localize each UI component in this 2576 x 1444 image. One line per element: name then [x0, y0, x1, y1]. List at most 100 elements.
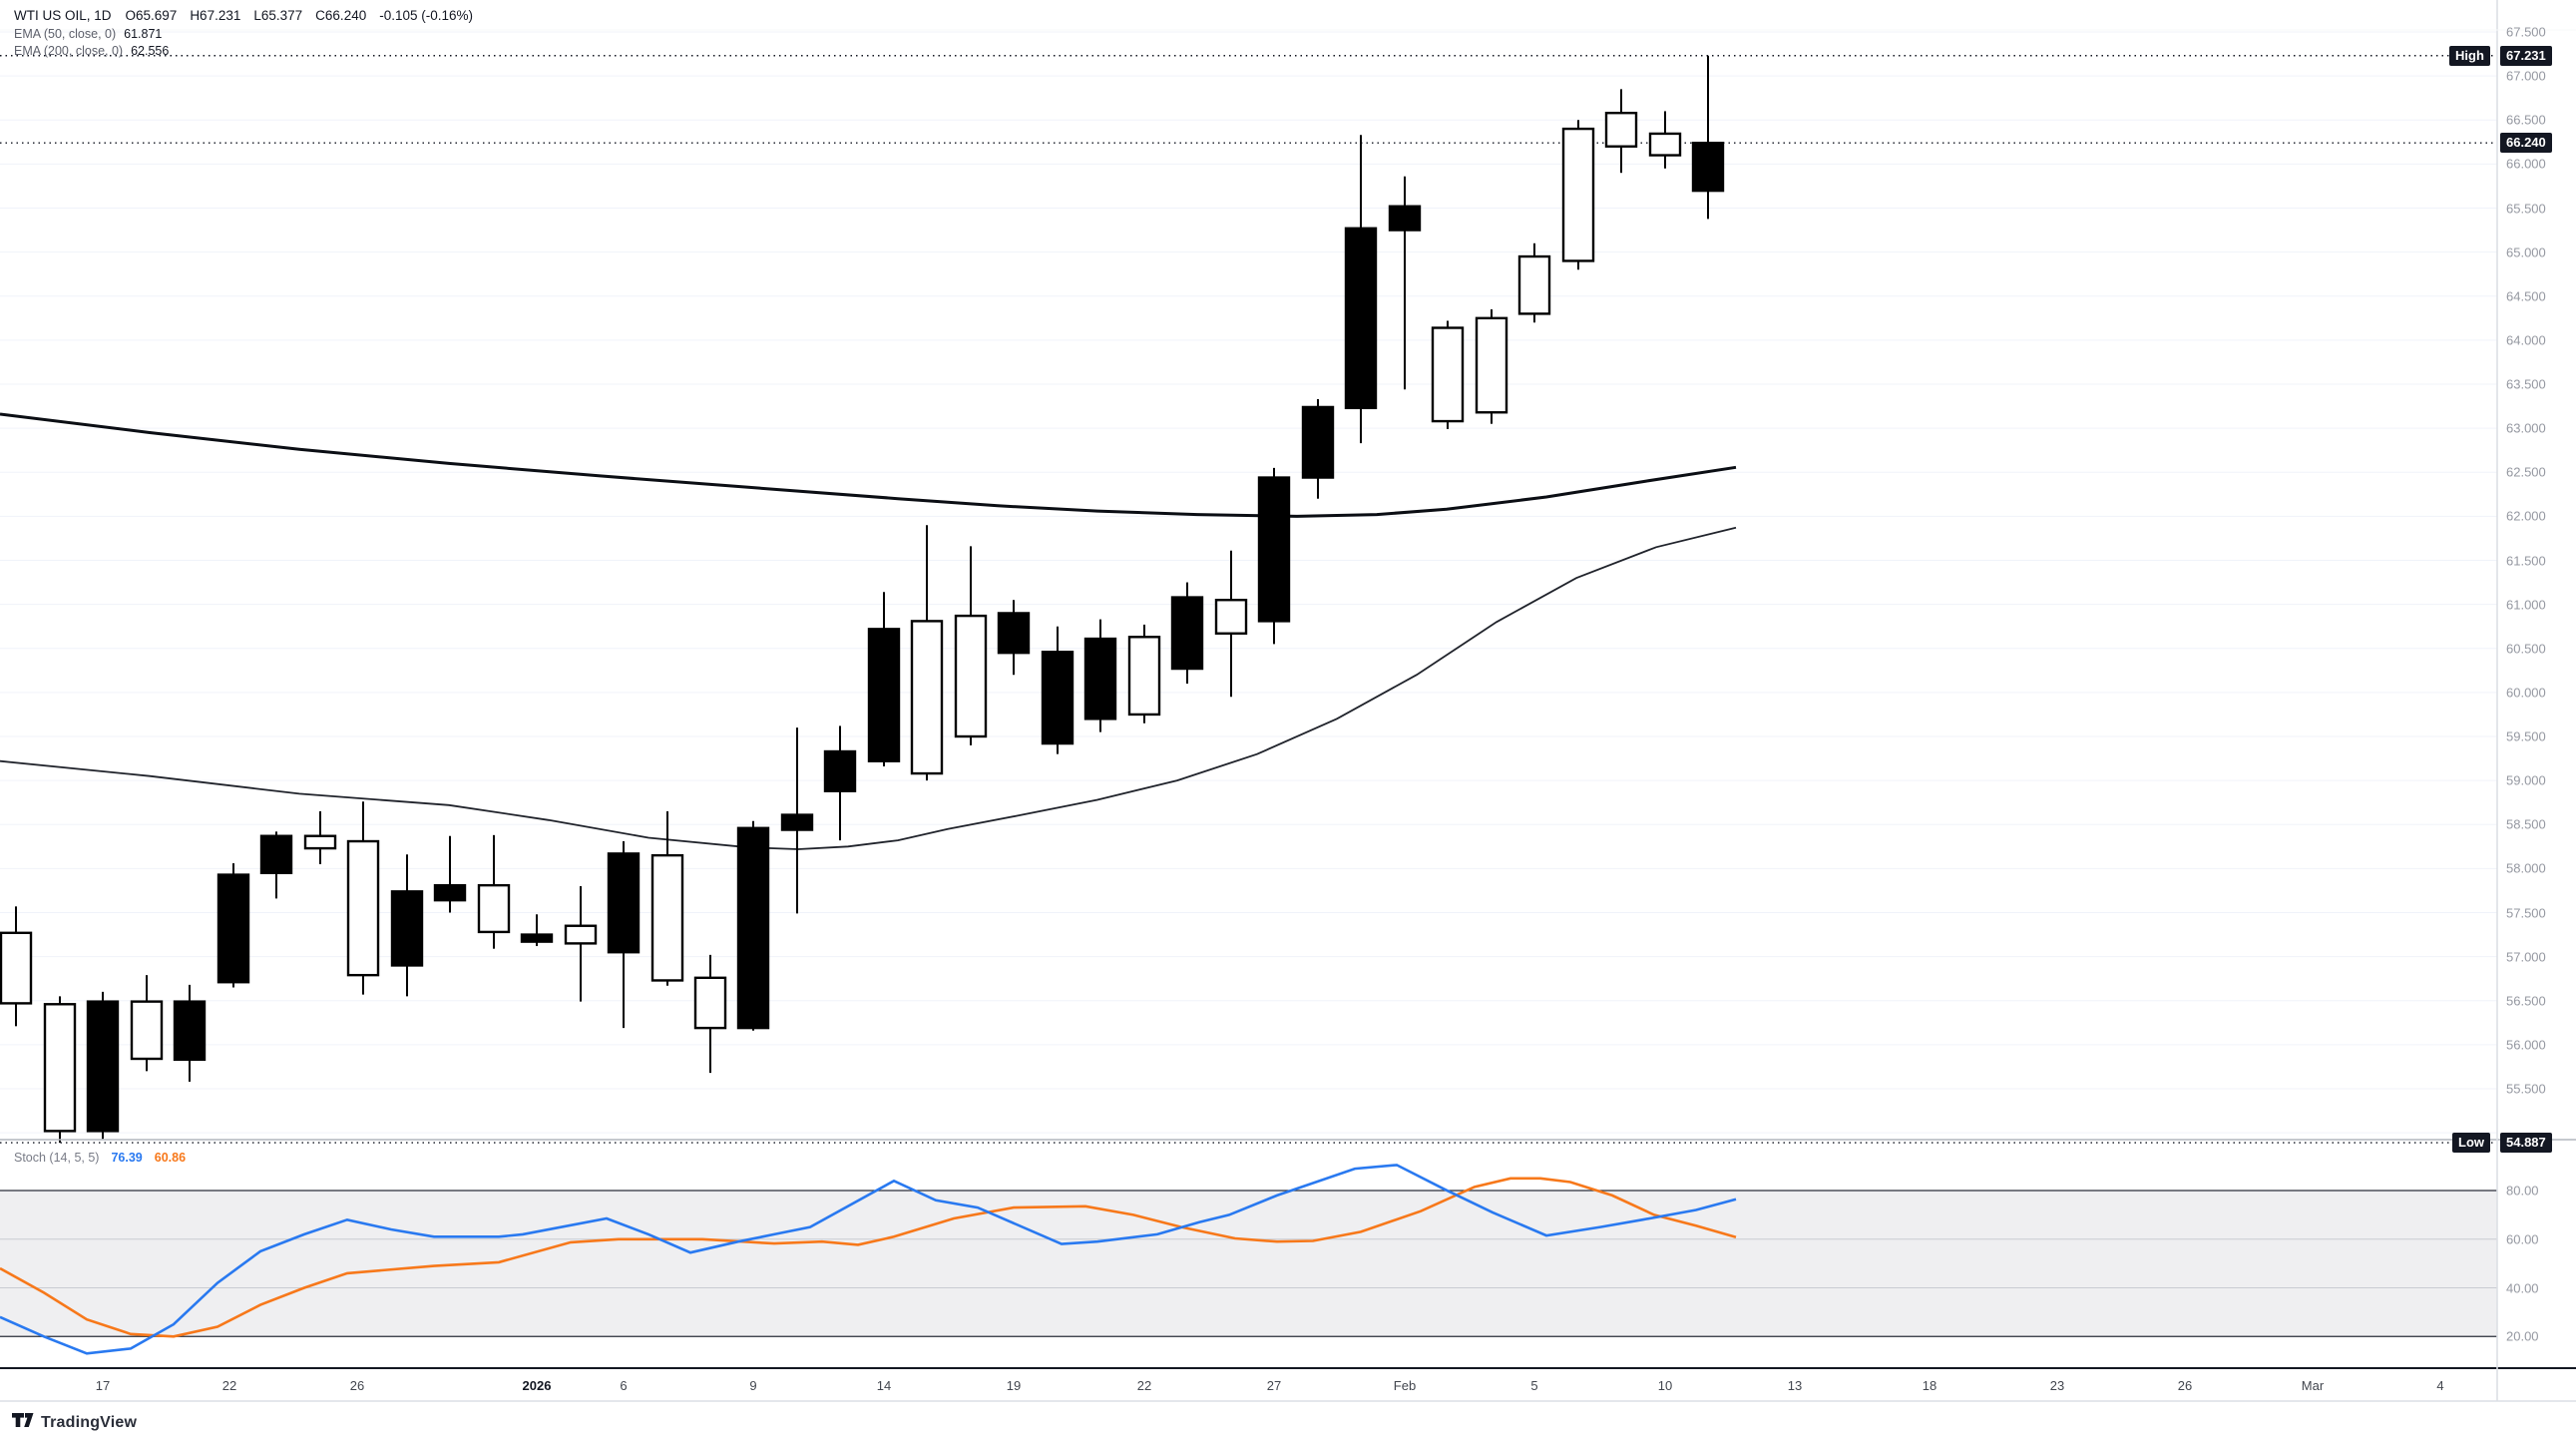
price-axis-tick: 66.500 — [2506, 112, 2546, 128]
ohlc-open: O65.697 — [125, 8, 178, 23]
price-axis-tick: 64.500 — [2506, 288, 2546, 304]
price-axis-tick: 56.000 — [2506, 1037, 2546, 1053]
stoch-axis-tick: 80.00 — [2506, 1183, 2539, 1199]
price-axis-tick: 60.500 — [2506, 641, 2546, 657]
ohlc-high: H67.231 — [190, 8, 241, 23]
candle-body — [477, 883, 511, 934]
price-axis-tick: 67.500 — [2506, 24, 2546, 40]
stoch-d-line — [0, 1177, 1737, 1338]
price-axis-tick: 65.500 — [2506, 201, 2546, 216]
time-axis-tick: Mar — [2301, 1378, 2325, 1393]
candle-body — [867, 628, 901, 762]
stoch-k-line — [0, 1164, 1737, 1355]
time-axis-tick: 14 — [876, 1378, 892, 1393]
price-axis-tick: 62.500 — [2506, 464, 2546, 480]
price-axis-tick: 57.500 — [2506, 905, 2546, 920]
candle-body — [1257, 476, 1291, 623]
price-axis-tick: 60.000 — [2506, 685, 2546, 701]
high-price-chip: 67.231 — [2500, 45, 2552, 66]
time-axis-tick: 5 — [1530, 1378, 1538, 1393]
candle-body — [650, 853, 684, 982]
time-axis-tick: 18 — [1922, 1378, 1937, 1393]
time-axis-tick: 4 — [2436, 1378, 2444, 1393]
ema50-line — [0, 526, 1737, 850]
candle-body — [1041, 651, 1074, 745]
price-axis-tick: 67.000 — [2506, 68, 2546, 84]
candle-body — [1475, 316, 1508, 414]
candle-body — [173, 1000, 207, 1062]
candle-body — [130, 1000, 164, 1061]
symbol-legend-row[interactable]: WTI US OIL, 1D O65.697 H67.231 L65.377 C… — [14, 6, 473, 25]
price-axis-tick: 55.500 — [2506, 1081, 2546, 1097]
candle-body — [433, 883, 467, 902]
stoch-k-value: 76.39 — [111, 1151, 143, 1165]
time-axis-tick: 17 — [95, 1378, 111, 1393]
price-axis-tick: 66.000 — [2506, 156, 2546, 172]
time-axis-tick: 26 — [349, 1378, 365, 1393]
ema50-legend-row[interactable]: EMA (50, close, 0) 61.871 — [14, 25, 473, 42]
time-axis-tick: 13 — [1787, 1378, 1803, 1393]
candle-body — [1648, 132, 1682, 157]
tradingview-logo-text: TradingView — [41, 1414, 138, 1431]
candle-body — [1517, 254, 1551, 315]
candle-body — [303, 834, 337, 850]
candle-body — [1431, 326, 1465, 423]
candle-body — [520, 933, 554, 943]
candle-body — [390, 890, 424, 967]
ema200-value: 62.556 — [131, 43, 170, 58]
ema200-legend-row[interactable]: EMA (200, close, 0) 62.556 — [14, 42, 473, 59]
stoch-axis-tick: 60.00 — [2506, 1231, 2539, 1247]
low-price-chip: 54.887 — [2500, 1133, 2552, 1154]
price-axis-tick: 58.000 — [2506, 860, 2546, 876]
candle-body — [0, 931, 33, 1005]
price-axis-tick: 64.000 — [2506, 332, 2546, 348]
tradingview-logo[interactable]: TradingView — [12, 1413, 137, 1433]
candle-body — [86, 1000, 120, 1133]
candle-body — [736, 826, 770, 1030]
price-axis-tick: 59.500 — [2506, 728, 2546, 744]
stoch-axis-tick: 40.00 — [2506, 1280, 2539, 1295]
candle-body — [1083, 637, 1117, 721]
candle-body — [910, 620, 944, 775]
stoch-label: Stoch (14, 5, 5) — [14, 1151, 100, 1165]
low-marker-label: Low — [2452, 1133, 2490, 1154]
candle-body — [43, 1003, 77, 1133]
time-axis-tick: Feb — [1393, 1378, 1417, 1393]
ohlc-low: L65.377 — [253, 8, 303, 23]
price-axis-tick: 63.000 — [2506, 420, 2546, 436]
price-axis-tick: 62.000 — [2506, 508, 2546, 524]
candle-body — [954, 614, 988, 738]
ema200-label: EMA (200, close, 0) — [14, 43, 124, 58]
time-axis-tick: 27 — [1266, 1378, 1282, 1393]
legend: WTI US OIL, 1D O65.697 H67.231 L65.377 C… — [14, 6, 473, 59]
candle-body — [346, 839, 380, 977]
time-axis-tick: 6 — [620, 1378, 628, 1393]
time-axis-tick: 9 — [749, 1378, 757, 1393]
candle-body — [1604, 111, 1638, 148]
time-axis-tick: 26 — [2177, 1378, 2193, 1393]
candle-body — [1214, 599, 1248, 635]
candle-body — [780, 813, 814, 831]
candle-body — [1388, 205, 1422, 232]
ema50-label: EMA (50, close, 0) — [14, 26, 117, 41]
last-price-chip: 66.240 — [2500, 133, 2552, 154]
high-marker-label: High — [2449, 45, 2490, 66]
time-axis-tick: 22 — [1136, 1378, 1152, 1393]
price-axis-tick: 63.500 — [2506, 376, 2546, 392]
symbol-title: WTI US OIL, 1D — [14, 8, 112, 23]
price-axis-tick: 56.500 — [2506, 993, 2546, 1009]
ohlc-change: -0.105 (-0.16%) — [379, 8, 474, 23]
candle-body — [564, 924, 598, 945]
price-axis-tick: 58.500 — [2506, 816, 2546, 832]
time-axis-tick: 22 — [221, 1378, 237, 1393]
ema50-value: 61.871 — [124, 26, 163, 41]
tradingview-logo-icon — [12, 1413, 34, 1427]
stoch-legend-row[interactable]: Stoch (14, 5, 5) 76.39 60.86 — [14, 1151, 186, 1165]
price-axis-tick: 65.000 — [2506, 244, 2546, 260]
candle-body — [1301, 405, 1335, 479]
candle-body — [1344, 227, 1378, 410]
candle-body — [1561, 127, 1595, 262]
time-axis-tick: 2026 — [522, 1378, 552, 1393]
